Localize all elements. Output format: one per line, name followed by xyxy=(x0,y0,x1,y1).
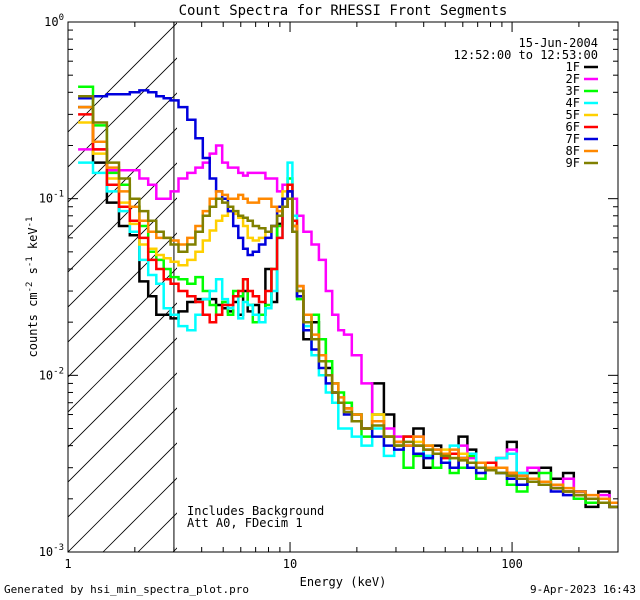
footer-generator: Generated by hsi_min_spectra_plot.pro xyxy=(4,583,250,596)
y-axis-label-sup2: -1 xyxy=(25,256,35,267)
annotation-background: Includes Background xyxy=(187,504,324,518)
hatch-line xyxy=(68,92,177,203)
hatch-line xyxy=(68,22,177,133)
hatched-region xyxy=(68,22,640,552)
info-time-range: 12:52:00 to 12:53:00 xyxy=(454,48,599,62)
x-tick-label: 10 xyxy=(283,557,297,571)
y-axis-label-sup1: -2 xyxy=(25,282,35,293)
y-tick-base: 10 xyxy=(39,368,53,382)
y-tick-base: 10 xyxy=(39,192,53,206)
hatch-line xyxy=(68,197,177,308)
y-tick-exp: -3 xyxy=(53,543,64,553)
y-axis-label-part1: counts cm xyxy=(26,292,40,357)
series-3F-line xyxy=(78,85,618,509)
legend-label-9F: 9F xyxy=(566,156,580,170)
series-8F-line xyxy=(78,105,618,505)
y-tick-label: 10-1 xyxy=(39,190,64,206)
y-tick-label: 10-3 xyxy=(39,543,64,559)
y-axis-label-part3: keV xyxy=(26,227,40,256)
annotation-attenuator: Att A0, FDecim 1 xyxy=(187,516,303,530)
y-tick-base: 10 xyxy=(44,15,58,29)
y-tick-exp: -1 xyxy=(53,190,64,200)
hatch-line xyxy=(348,22,640,552)
series-layer xyxy=(78,85,618,509)
hatch-line xyxy=(68,302,177,413)
y-tick-label: 100 xyxy=(44,13,64,29)
legend-label-7F: 7F xyxy=(566,132,580,146)
x-axis-label: Energy (keV) xyxy=(300,575,387,589)
series-2F-line xyxy=(78,144,618,505)
series-7F-line xyxy=(78,89,618,509)
legend-label-3F: 3F xyxy=(566,84,580,98)
y-tick-exp: -2 xyxy=(53,366,64,376)
legend-label-2F: 2F xyxy=(566,72,580,86)
y-tick-exp: 0 xyxy=(59,13,64,23)
legend-label-5F: 5F xyxy=(566,108,580,122)
series-6F-line xyxy=(78,113,618,509)
plot-frame xyxy=(67,21,619,553)
hatch-line xyxy=(68,372,177,483)
x-tick-label: 1 xyxy=(64,557,71,571)
y-tick-base: 10 xyxy=(39,545,53,559)
hatch-line xyxy=(68,407,177,518)
hatch-line xyxy=(68,232,177,343)
legend-label-4F: 4F xyxy=(566,96,580,110)
y-axis-label: counts cm-2 s-1 keV-1 xyxy=(25,217,40,358)
series-1F-line xyxy=(78,105,618,509)
y-tick-label: 10-2 xyxy=(39,366,64,382)
legend-label-8F: 8F xyxy=(566,144,580,158)
series-9F-line xyxy=(78,94,618,509)
y-axis-label-part2: s xyxy=(26,267,40,281)
legend-label-6F: 6F xyxy=(566,120,580,134)
hatch-line xyxy=(68,442,177,552)
hatch-line xyxy=(68,267,177,378)
y-axis-label-sup3: -1 xyxy=(25,217,35,228)
chart-title: Count Spectra for RHESSI Front Segments xyxy=(179,3,508,19)
hatch-line xyxy=(68,127,177,238)
footer-timestamp: 9-Apr-2023 16:43 xyxy=(530,583,636,596)
legend-label-1F: 1F xyxy=(566,60,580,74)
hatch-line xyxy=(102,477,177,552)
x-tick-label: 100 xyxy=(501,557,523,571)
hatch-line xyxy=(68,57,177,168)
info-date: 15-Jun-2004 xyxy=(519,36,598,50)
